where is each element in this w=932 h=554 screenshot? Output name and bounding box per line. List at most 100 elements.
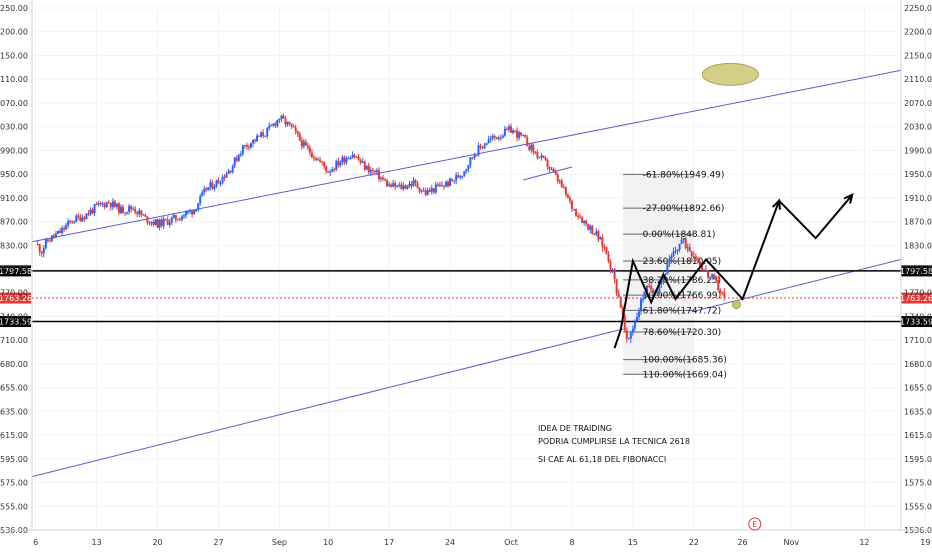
candle-body	[329, 171, 332, 173]
candle-body	[339, 162, 342, 166]
candle-body	[351, 154, 354, 159]
candle-body	[451, 178, 454, 181]
y-tick-label-left: 1655.00	[0, 384, 28, 393]
candle-body	[518, 132, 521, 138]
candle-body	[48, 240, 51, 242]
candle-body	[95, 204, 98, 206]
candle-body	[603, 246, 606, 248]
grid-layer	[32, 7, 926, 531]
candle-body	[646, 285, 649, 295]
y-tick-label-left: 1990.00	[0, 146, 28, 155]
candle-body	[581, 217, 584, 223]
candle-body	[648, 285, 651, 287]
candle-body	[268, 125, 271, 129]
candle-body	[560, 180, 563, 187]
fib-level-label: 23.60%(1810.05)	[643, 257, 722, 267]
x-tick-label: 8	[569, 538, 574, 547]
candle-body	[619, 297, 622, 308]
y-tick-label-left: 1830.00	[0, 241, 28, 250]
candle-body	[707, 270, 710, 278]
candle-body	[534, 152, 537, 154]
candle-body	[666, 263, 669, 275]
arrow-head	[771, 198, 781, 210]
candle-body	[333, 169, 336, 171]
candle-body	[375, 170, 378, 173]
candle-body	[81, 217, 84, 222]
candle-body	[160, 219, 163, 226]
candle-body	[302, 141, 305, 147]
price-tag-left	[0, 292, 31, 304]
candle-body	[124, 212, 127, 214]
y-tick-label-right: 1655.00	[904, 384, 932, 393]
candle-body	[700, 266, 703, 271]
y-tick-label-right: 1710.00	[904, 336, 932, 345]
candle-body	[660, 280, 663, 285]
candle-body	[704, 269, 707, 271]
x-tick-label: 22	[689, 538, 699, 547]
candle-body	[184, 211, 187, 216]
candle-body	[627, 338, 630, 340]
candle-body	[109, 202, 112, 208]
candle-body	[440, 184, 443, 187]
candle-body	[272, 123, 275, 126]
candle-body	[564, 187, 567, 195]
candle-body	[327, 171, 330, 173]
x-tick-label: 26	[737, 538, 747, 547]
candle-body	[424, 190, 427, 195]
candle-body	[392, 183, 395, 187]
candle-body	[260, 132, 263, 137]
candle-body	[416, 182, 419, 188]
candle-body	[432, 188, 435, 193]
candle-body	[475, 155, 478, 157]
candle-body	[597, 231, 600, 240]
candle-body	[144, 215, 147, 217]
y-tick-label-right: 1555.00	[904, 502, 932, 511]
trend-line-inner-line	[523, 166, 573, 181]
fib-level-label: -27.00%(1892.66)	[643, 204, 725, 214]
candle-body	[377, 170, 380, 180]
candle-body	[605, 247, 608, 254]
candle-body	[63, 227, 66, 230]
candle-body	[698, 261, 701, 267]
x-tick-label: 17	[384, 538, 394, 547]
candle-body	[607, 253, 610, 262]
price-tag-left	[0, 316, 31, 328]
candle-body	[227, 170, 230, 175]
candle-body	[382, 177, 385, 180]
candle-body	[495, 137, 498, 140]
candle-body	[680, 239, 683, 244]
projection-arrows	[613, 62, 854, 349]
candle-body	[469, 157, 472, 166]
candle-body	[203, 188, 206, 193]
fib-level-label: 100.00%(1685.36)	[643, 356, 727, 366]
candle-body	[195, 210, 198, 212]
candle-body	[593, 234, 596, 236]
candle-body	[355, 156, 358, 158]
candle-body	[444, 181, 447, 187]
candle-body	[91, 209, 94, 214]
candle-body	[142, 214, 145, 216]
candle-body	[540, 155, 543, 158]
price-tag-right-label: 1797.58	[900, 267, 932, 276]
candle-body	[436, 184, 439, 186]
y-tick-label-right: 1830.00	[904, 241, 932, 250]
candle-body	[702, 269, 705, 271]
candle-body	[528, 146, 531, 150]
candle-body	[335, 161, 338, 170]
candle-body	[686, 247, 689, 249]
candle-body	[42, 248, 45, 254]
candle-body	[225, 174, 228, 178]
candle-body	[489, 138, 492, 140]
candle-body	[166, 219, 169, 225]
candle-body	[558, 180, 561, 182]
candle-body	[357, 156, 360, 161]
candle-body	[148, 222, 151, 224]
candle-body	[54, 233, 57, 237]
candle-body	[676, 249, 679, 252]
marker-circle	[731, 300, 741, 310]
candle-body	[406, 186, 409, 189]
candle-body	[65, 225, 68, 230]
